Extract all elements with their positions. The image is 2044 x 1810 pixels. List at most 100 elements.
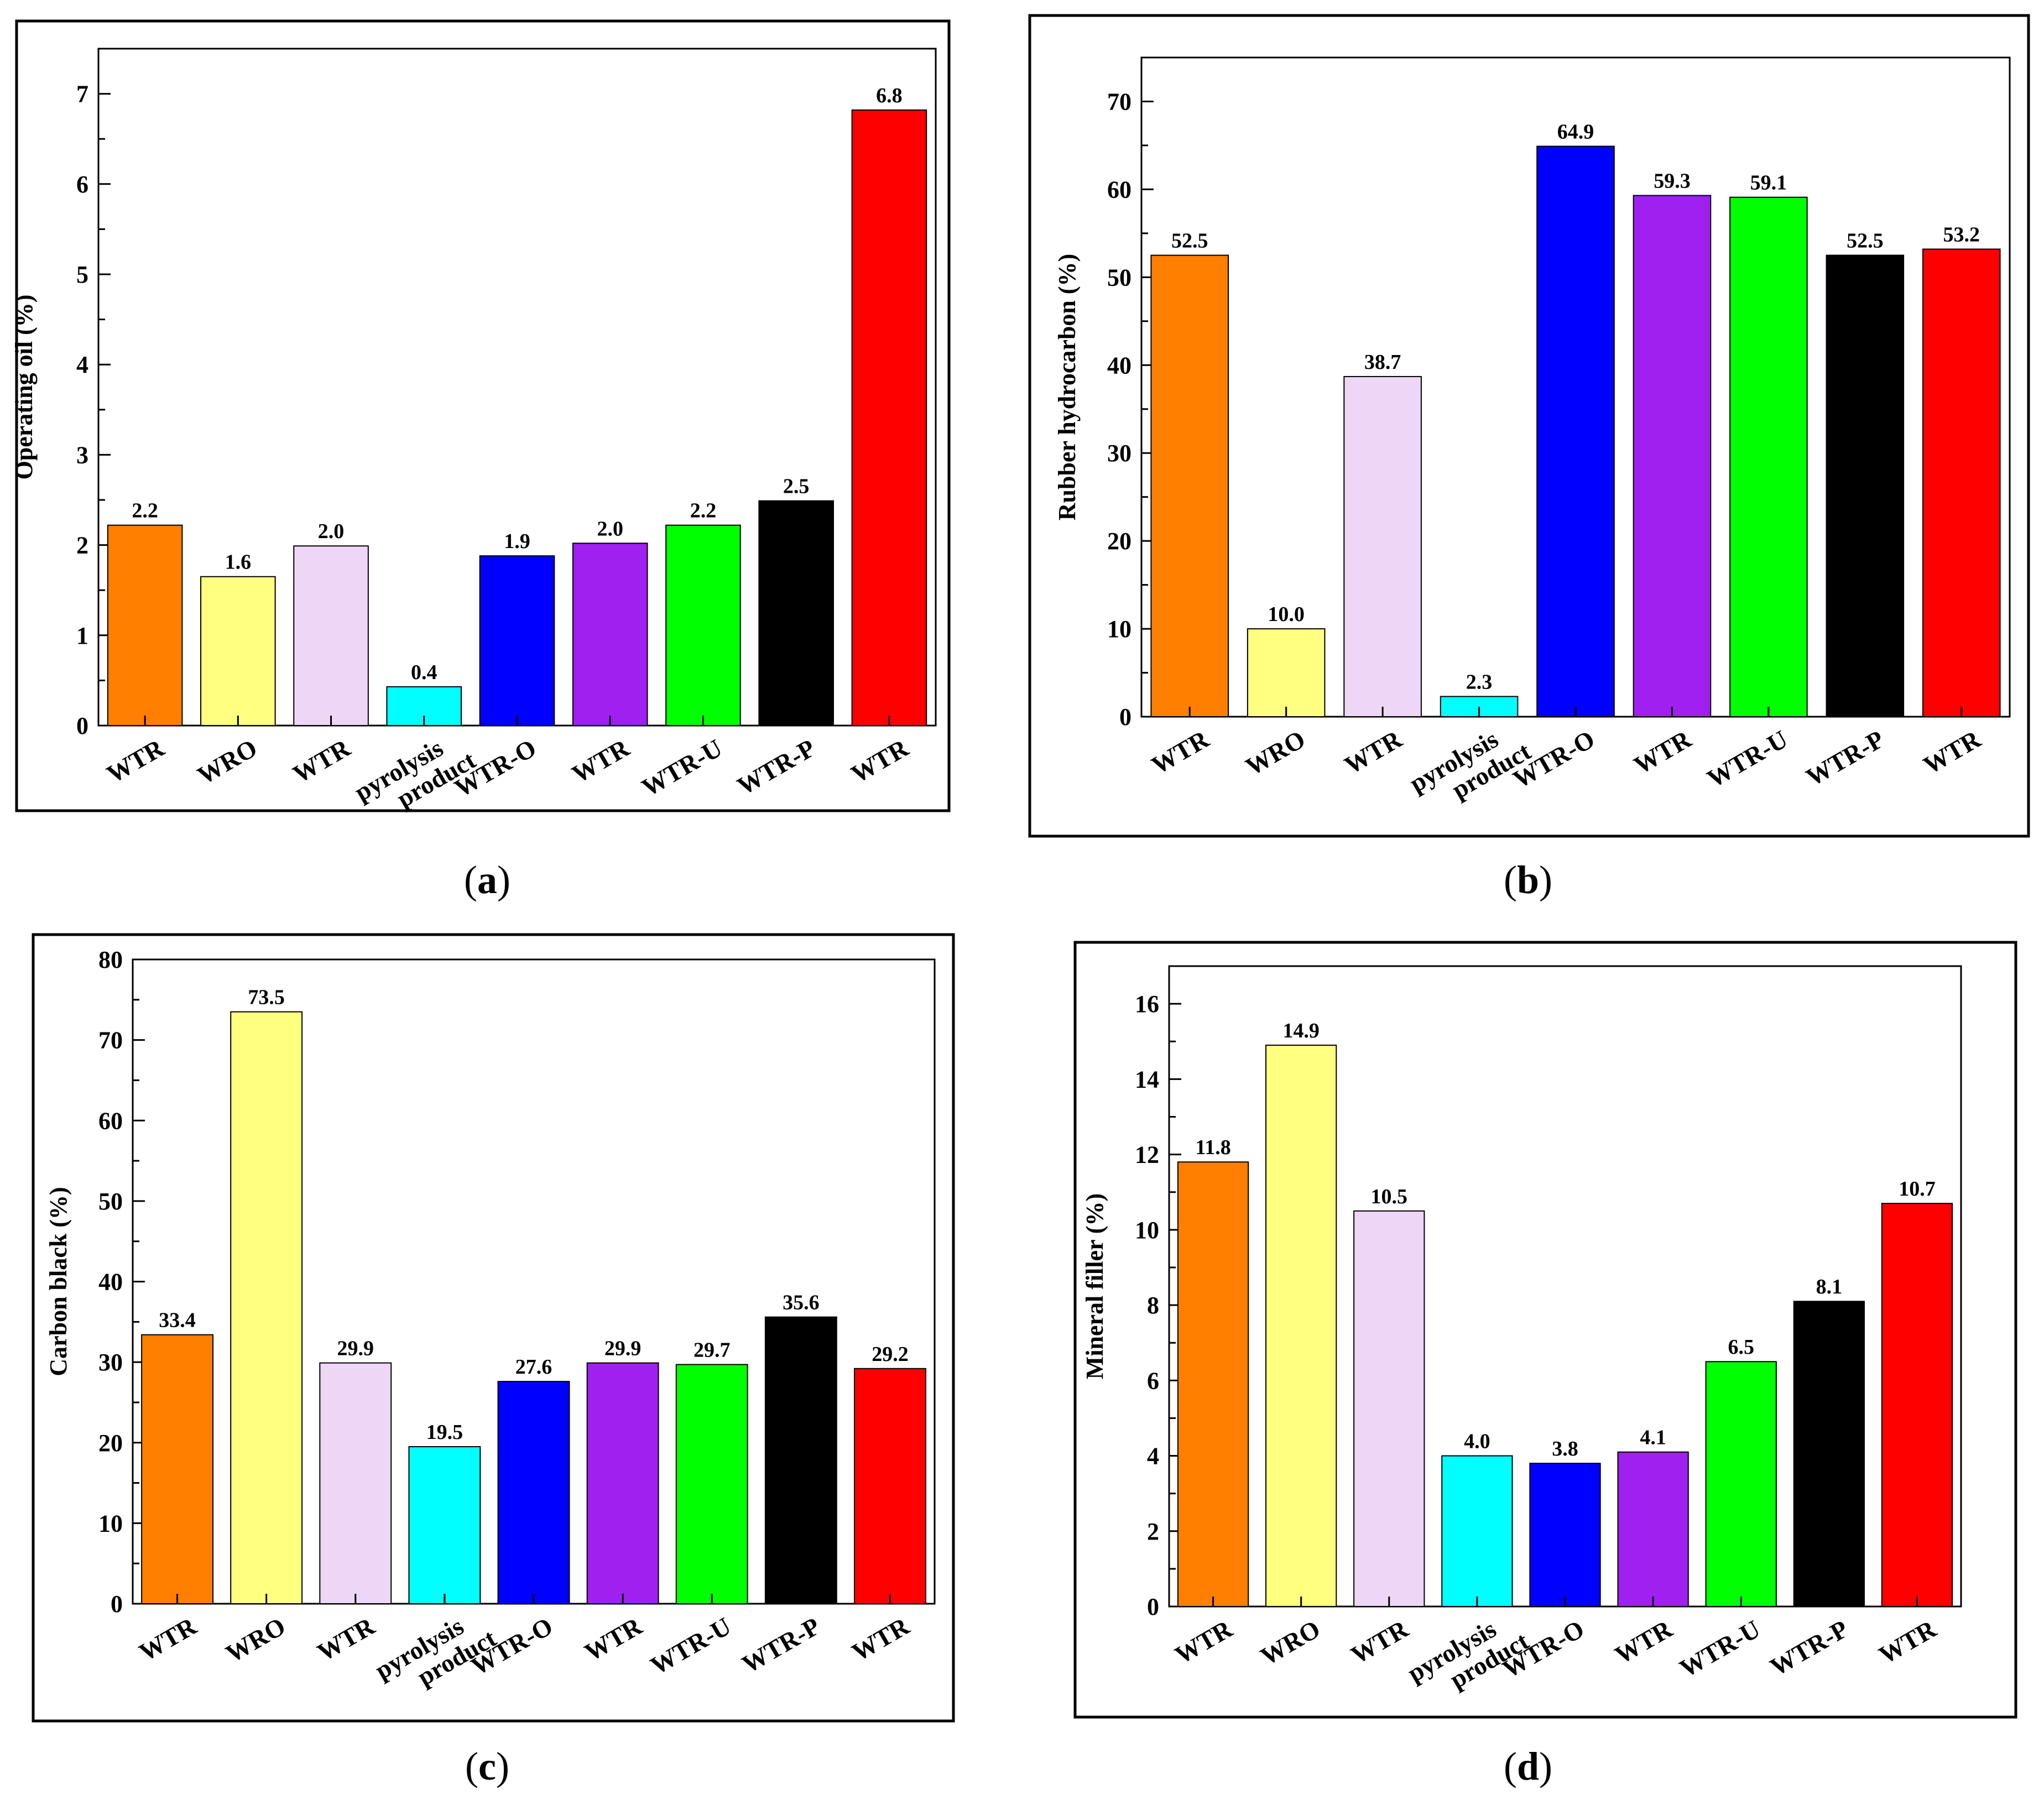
y-tick-label: 70 [1107,88,1132,115]
x-category-label: WTR [1610,1614,1677,1670]
caption-letter: d [1517,1744,1539,1788]
bar [200,576,276,726]
y-tick-label: 20 [1107,528,1132,555]
x-category-label: WTR [102,733,169,789]
bar [497,1381,570,1604]
panel-caption: (b) [1504,858,1552,902]
bar [586,1362,659,1605]
x-category-label: WTR [312,1611,379,1667]
y-tick-label: 12 [1135,1141,1159,1169]
bar-value-label: 4.0 [1464,1430,1490,1453]
bar [141,1334,213,1605]
bar-value-label: 33.4 [159,1309,196,1332]
bar-value-label: 10.7 [1899,1177,1936,1201]
bar-value-label: 1.6 [225,551,252,574]
y-tick-label: 8 [1147,1292,1159,1319]
panel-frame [1073,941,2017,1719]
x-category-label: WTR-P [1765,1614,1853,1681]
x-category-label: WTR [1170,1614,1237,1670]
bar [758,500,834,727]
bar-value-label: 64.9 [1557,121,1594,144]
y-tick-label: 6 [76,171,88,198]
bar-value-label: 1.9 [504,530,530,553]
caption-paren: ( [1504,858,1517,902]
bar [1150,254,1229,718]
bar-value-label: 29.9 [337,1337,374,1360]
bar-value-label: 73.5 [248,986,285,1009]
bar [230,1011,303,1604]
panel-d: 0 2 4 6 8 10 12 14 16 Mineral filler (%) 11.8 WTR 14… [1073,941,2017,1788]
bar-value-label: 29.7 [693,1338,731,1362]
y-tick-label: 16 [1135,990,1159,1018]
x-category-label: WTR [288,733,355,789]
caption-letter: a [477,858,497,902]
x-category-label: WTR [1874,1614,1941,1670]
bar-value-label: 0.4 [411,661,437,684]
bar-value-label: 2.5 [783,475,810,498]
bar [1826,254,1905,718]
panel-caption: (a) [464,858,510,902]
x-category-label: WTR [580,1611,646,1667]
y-tick-label: 5 [76,261,88,288]
bar [665,524,741,726]
y-tick-label: 4 [1147,1443,1159,1470]
bar-value-label: 4.1 [1640,1426,1666,1449]
bar-value-label: 6.8 [876,84,903,107]
bar-value-label: 3.8 [1552,1437,1578,1460]
bar-value-label: 2.0 [597,517,623,540]
y-tick-label: 14 [1135,1066,1159,1093]
bar [107,524,183,726]
y-tick-label: 30 [98,1349,123,1376]
bar-value-label: 38.7 [1364,351,1401,374]
x-category-label: WTR [1339,724,1406,780]
bar [479,555,555,727]
x-category-label: WRO [1256,1614,1325,1671]
x-category-label: WTR [567,733,634,789]
bar [1705,1361,1777,1608]
bar-value-label: 2.0 [318,520,345,543]
bar-value-label: 2.2 [690,499,717,523]
y-axis-title: Operating oil (%) [11,295,38,480]
x-category-label: WRO [221,1611,290,1668]
bar-value-label: 8.1 [1816,1275,1843,1298]
bar [1247,628,1326,717]
x-category-label: WTR-U [637,733,727,801]
x-category-label: WTR-U [1675,1614,1765,1682]
bar-value-label: 10.5 [1371,1185,1408,1208]
y-tick-label: 3 [76,441,88,468]
bar [1793,1301,1865,1607]
caption-paren: ) [1539,1744,1552,1788]
bar [319,1362,392,1605]
caption-paren: ) [497,858,510,902]
y-tick-label: 10 [1135,1217,1159,1244]
bar [1177,1161,1249,1607]
bar [1633,195,1712,717]
bar [1729,196,1808,718]
x-category-label: WRO [192,733,262,790]
x-category-label: WTR-U [645,1611,736,1679]
panel-frame [15,19,951,812]
y-tick-label: 30 [1107,440,1132,467]
bar [1343,375,1422,717]
bar-value-label: 29.9 [604,1337,642,1360]
bar-value-label: 59.3 [1654,170,1691,193]
bar [1441,1455,1513,1607]
panel-b: 0 10 20 30 40 50 60 70 Rubber hydrocarbon (%) 52.… [1028,14,2030,902]
y-axis-title: Rubber hydrocarbon (%) [1054,254,1081,520]
bar-value-label: 27.6 [515,1355,552,1379]
bar [854,1368,926,1604]
bar-value-label: 14.9 [1282,1019,1320,1042]
bar-value-label: 53.2 [1943,223,1980,246]
bar [1617,1451,1689,1607]
y-tick-label: 6 [1147,1367,1159,1394]
y-tick-label: 60 [98,1107,123,1134]
x-category-label: WTR [1918,724,1985,780]
caption-paren: ( [464,858,477,902]
x-category-label: WTR [134,1611,201,1667]
y-tick-label: 10 [98,1510,123,1537]
bar [675,1364,748,1604]
y-tick-label: 40 [98,1269,123,1296]
y-axis-title: Carbon black (%) [45,1187,72,1376]
y-tick-label: 70 [98,1027,123,1054]
bar [408,1446,481,1604]
